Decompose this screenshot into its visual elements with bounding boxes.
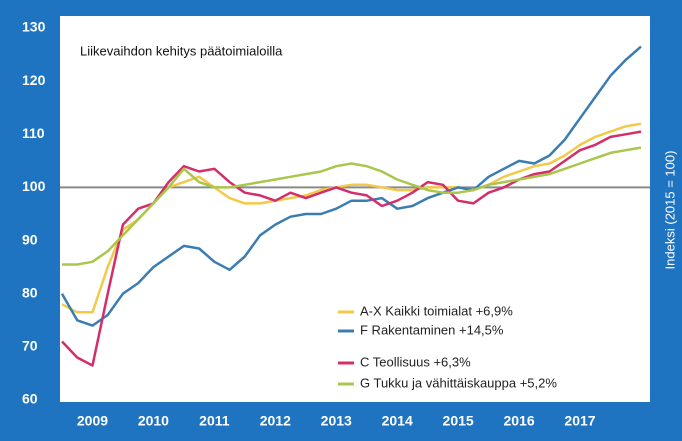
x-tick-label: 2013 (321, 413, 352, 429)
x-tick-label: 2015 (443, 413, 474, 429)
x-tick-label: 2014 (382, 413, 413, 429)
x-tick-label: 2017 (564, 413, 595, 429)
y-tick-label: 60 (22, 391, 38, 407)
y-tick-label: 100 (22, 178, 46, 194)
legend-label: C Teollisuus +6,3% (360, 354, 471, 369)
legend-label: A-X Kaikki toimialat +6,9% (360, 303, 513, 318)
series-line (62, 146, 642, 266)
legend-label: F Rakentaminen +14,5% (360, 322, 504, 337)
y-axis-label: Indeksi (2015 = 100) (662, 151, 677, 270)
x-tick-label: 2012 (260, 413, 291, 429)
x-tick-label: 2009 (77, 413, 108, 429)
x-tick-label: 2010 (138, 413, 169, 429)
x-tick-label: 2016 (503, 413, 534, 429)
y-tick-label: 80 (22, 284, 38, 300)
y-tick-label: 90 (22, 231, 38, 247)
plot-area (60, 16, 650, 402)
y-tick-label: 120 (22, 72, 46, 88)
series-line (60, 45, 642, 327)
chart-title: Liikevaihdon kehitys päätoimialoilla (80, 43, 283, 58)
y-tick-label: 130 (22, 19, 46, 35)
y-tick-label: 70 (22, 338, 38, 354)
legend-label: G Tukku ja vähittäiskauppa +5,2% (360, 375, 557, 390)
y-tick-label: 110 (22, 125, 45, 141)
x-tick-label: 2011 (199, 413, 230, 429)
